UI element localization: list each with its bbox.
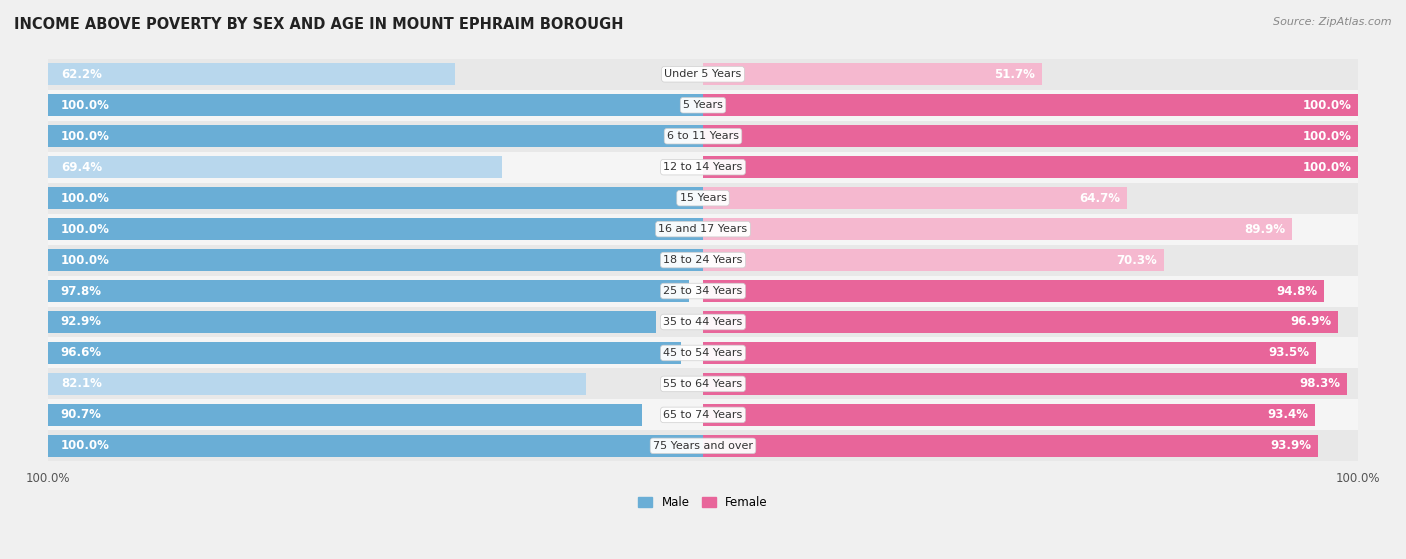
Bar (703, 249, 1164, 271)
Bar (703, 125, 1358, 148)
Text: Under 5 Years: Under 5 Years (665, 69, 741, 79)
Text: 25 to 34 Years: 25 to 34 Years (664, 286, 742, 296)
Text: 51.7%: 51.7% (994, 68, 1035, 80)
Legend: Male, Female: Male, Female (634, 491, 772, 514)
Text: 45 to 54 Years: 45 to 54 Years (664, 348, 742, 358)
Text: 100.0%: 100.0% (1303, 130, 1351, 143)
Bar (48, 59, 1358, 90)
Text: 65 to 74 Years: 65 to 74 Years (664, 410, 742, 420)
Text: 55 to 64 Years: 55 to 64 Years (664, 379, 742, 389)
Text: 97.8%: 97.8% (60, 285, 101, 297)
Bar (48, 151, 1358, 183)
Bar (48, 156, 502, 178)
Text: 100.0%: 100.0% (60, 99, 110, 112)
Text: 64.7%: 64.7% (1080, 192, 1121, 205)
Bar (48, 187, 703, 209)
Bar (48, 218, 703, 240)
Text: 35 to 44 Years: 35 to 44 Years (664, 317, 742, 327)
Text: 93.5%: 93.5% (1268, 347, 1309, 359)
Bar (703, 435, 1319, 457)
Bar (48, 245, 1358, 276)
Bar (703, 63, 1042, 86)
Text: 16 and 17 Years: 16 and 17 Years (658, 224, 748, 234)
Bar (703, 404, 1315, 426)
Text: Source: ZipAtlas.com: Source: ZipAtlas.com (1274, 17, 1392, 27)
Bar (48, 125, 703, 148)
Text: 100.0%: 100.0% (1303, 160, 1351, 174)
Bar (48, 373, 586, 395)
Text: 6 to 11 Years: 6 to 11 Years (666, 131, 740, 141)
Text: 75 Years and over: 75 Years and over (652, 441, 754, 451)
Text: 92.9%: 92.9% (60, 315, 101, 329)
Bar (48, 90, 1358, 121)
Bar (703, 373, 1347, 395)
Bar (703, 94, 1358, 116)
Bar (48, 430, 1358, 461)
Text: 94.8%: 94.8% (1277, 285, 1317, 297)
Bar (48, 214, 1358, 245)
Bar (48, 404, 643, 426)
Text: 90.7%: 90.7% (60, 409, 101, 421)
Text: 18 to 24 Years: 18 to 24 Years (664, 255, 742, 265)
Text: 15 Years: 15 Years (679, 193, 727, 203)
Bar (48, 311, 657, 333)
Bar (703, 280, 1324, 302)
Text: 62.2%: 62.2% (60, 68, 101, 80)
Bar (48, 121, 1358, 151)
Text: 96.9%: 96.9% (1291, 315, 1331, 329)
Bar (48, 342, 681, 364)
Text: 100.0%: 100.0% (60, 254, 110, 267)
Text: 98.3%: 98.3% (1299, 377, 1340, 390)
Text: 96.6%: 96.6% (60, 347, 103, 359)
Text: 5 Years: 5 Years (683, 100, 723, 110)
Bar (48, 94, 703, 116)
Text: 100.0%: 100.0% (60, 222, 110, 235)
Bar (703, 187, 1128, 209)
Bar (48, 276, 1358, 306)
Text: 100.0%: 100.0% (1303, 99, 1351, 112)
Bar (48, 435, 703, 457)
Bar (48, 183, 1358, 214)
Bar (703, 218, 1292, 240)
Text: 69.4%: 69.4% (60, 160, 103, 174)
Bar (48, 306, 1358, 338)
Text: 12 to 14 Years: 12 to 14 Years (664, 162, 742, 172)
Bar (703, 342, 1316, 364)
Bar (48, 400, 1358, 430)
Text: 93.9%: 93.9% (1271, 439, 1312, 452)
Text: INCOME ABOVE POVERTY BY SEX AND AGE IN MOUNT EPHRAIM BOROUGH: INCOME ABOVE POVERTY BY SEX AND AGE IN M… (14, 17, 623, 32)
Text: 82.1%: 82.1% (60, 377, 101, 390)
Text: 93.4%: 93.4% (1267, 409, 1309, 421)
Text: 100.0%: 100.0% (60, 192, 110, 205)
Bar (48, 280, 689, 302)
Text: 100.0%: 100.0% (60, 439, 110, 452)
Text: 70.3%: 70.3% (1116, 254, 1157, 267)
Text: 100.0%: 100.0% (60, 130, 110, 143)
Bar (703, 156, 1358, 178)
Bar (703, 311, 1339, 333)
Bar (48, 249, 703, 271)
Bar (48, 368, 1358, 400)
Bar (48, 63, 456, 86)
Text: 89.9%: 89.9% (1244, 222, 1285, 235)
Bar (48, 338, 1358, 368)
